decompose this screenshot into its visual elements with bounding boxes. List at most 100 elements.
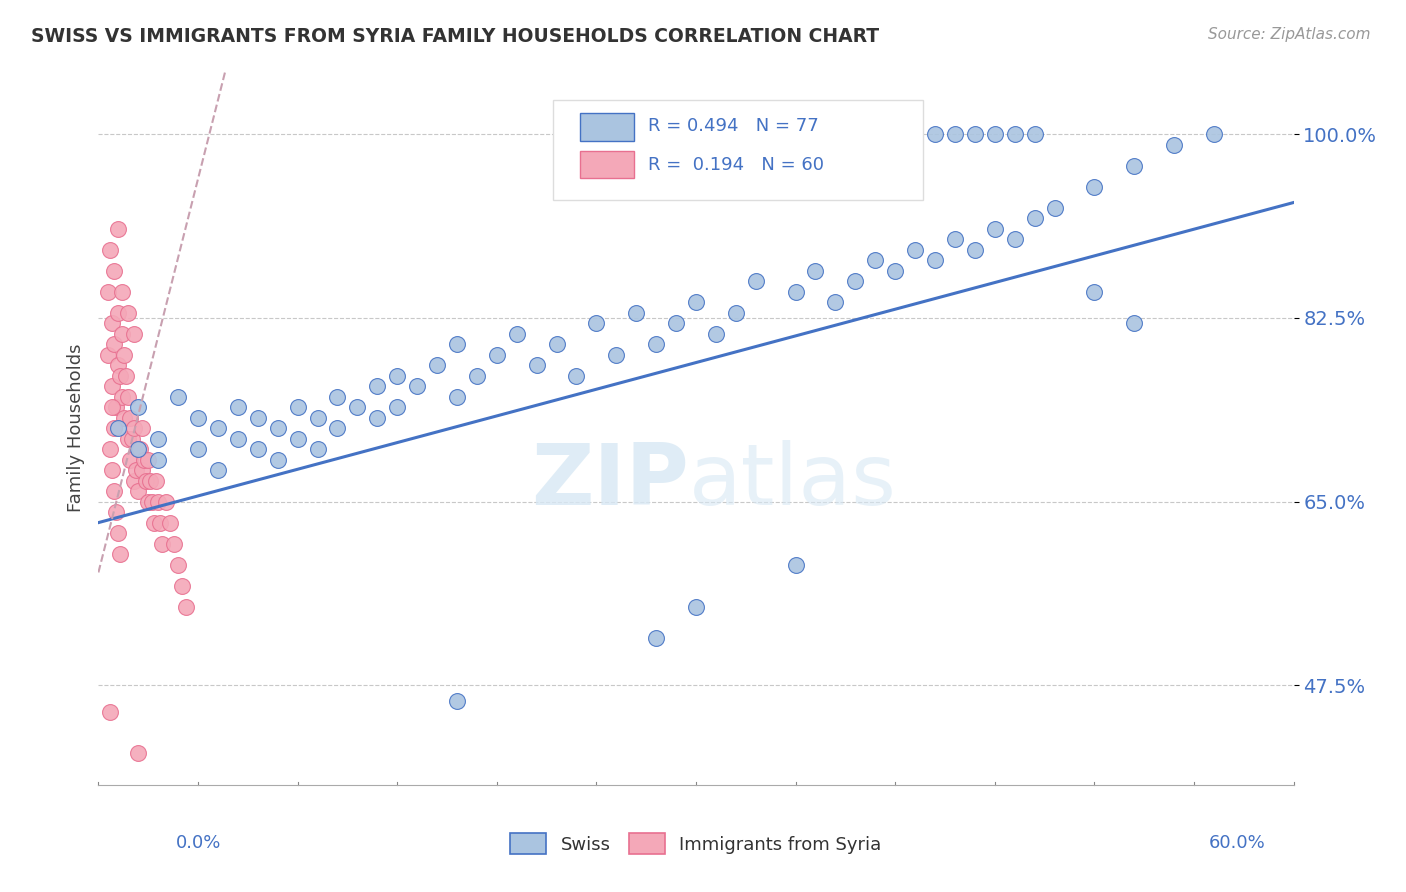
Point xyxy=(101,379,124,393)
Point xyxy=(117,390,139,404)
Point xyxy=(785,558,807,572)
Point xyxy=(131,463,153,477)
Text: SWISS VS IMMIGRANTS FROM SYRIA FAMILY HOUSEHOLDS CORRELATION CHART: SWISS VS IMMIGRANTS FROM SYRIA FAMILY HO… xyxy=(31,27,879,45)
Point xyxy=(103,484,125,499)
Point xyxy=(112,348,135,362)
Point xyxy=(884,128,907,142)
Point xyxy=(226,400,249,414)
Point xyxy=(110,547,132,561)
Point xyxy=(172,578,194,592)
Point xyxy=(446,694,468,708)
Point xyxy=(366,379,388,393)
Point xyxy=(685,599,707,614)
Point xyxy=(1004,232,1026,246)
Point xyxy=(101,316,124,330)
Point xyxy=(267,452,290,467)
Point xyxy=(101,463,124,477)
Point xyxy=(984,221,1007,235)
Point xyxy=(506,326,529,341)
Point xyxy=(115,368,138,383)
Point xyxy=(1024,128,1046,142)
Point xyxy=(485,348,508,362)
Point xyxy=(167,558,190,572)
Point xyxy=(124,474,146,488)
Point xyxy=(120,410,142,425)
Point xyxy=(426,358,449,372)
Point xyxy=(307,442,329,457)
Point xyxy=(111,326,134,341)
Point xyxy=(287,400,309,414)
Point xyxy=(724,306,747,320)
Point xyxy=(107,221,129,235)
Point xyxy=(163,536,186,550)
Point xyxy=(167,390,190,404)
Point xyxy=(136,494,159,508)
Point xyxy=(704,326,727,341)
Bar xyxy=(581,152,634,178)
Point xyxy=(1043,201,1066,215)
Point xyxy=(984,128,1007,142)
Point xyxy=(246,442,269,457)
Point xyxy=(148,494,170,508)
Point xyxy=(1123,159,1146,173)
Point xyxy=(107,358,129,372)
Point xyxy=(665,316,688,330)
Point xyxy=(117,306,139,320)
Point xyxy=(98,705,122,719)
Point xyxy=(124,421,146,435)
Point xyxy=(226,432,249,446)
Point xyxy=(685,295,707,310)
Text: ZIP: ZIP xyxy=(531,440,689,524)
Point xyxy=(924,128,946,142)
Point xyxy=(385,400,409,414)
Point xyxy=(1202,128,1225,142)
Point xyxy=(645,631,668,645)
Point xyxy=(585,316,607,330)
Bar xyxy=(581,113,634,141)
Point xyxy=(963,128,986,142)
Point xyxy=(804,264,827,278)
Point xyxy=(105,400,128,414)
Point xyxy=(136,452,159,467)
Point xyxy=(127,442,149,457)
Point xyxy=(1083,179,1105,194)
Point xyxy=(366,410,388,425)
Point xyxy=(121,432,143,446)
Point xyxy=(103,421,125,435)
Point xyxy=(187,410,209,425)
Point xyxy=(111,285,134,299)
Point xyxy=(124,326,146,341)
Point xyxy=(143,516,166,530)
Point xyxy=(141,494,163,508)
Point xyxy=(127,400,149,414)
Point xyxy=(111,390,134,404)
Point xyxy=(626,306,648,320)
Point xyxy=(904,243,927,257)
Point xyxy=(131,421,153,435)
Point xyxy=(565,368,588,383)
Point xyxy=(963,243,986,257)
Point xyxy=(865,253,887,268)
Point xyxy=(1024,211,1046,226)
Point xyxy=(446,337,468,351)
Point xyxy=(148,432,170,446)
Point xyxy=(107,306,129,320)
Point xyxy=(110,368,132,383)
Point xyxy=(605,348,627,362)
Point xyxy=(174,599,197,614)
Point xyxy=(326,390,349,404)
Point xyxy=(406,379,429,393)
Text: Source: ZipAtlas.com: Source: ZipAtlas.com xyxy=(1208,27,1371,42)
Point xyxy=(159,516,181,530)
Point xyxy=(346,400,368,414)
Point xyxy=(129,442,152,457)
Point xyxy=(1083,285,1105,299)
Legend: Swiss, Immigrants from Syria: Swiss, Immigrants from Syria xyxy=(503,826,889,862)
Point xyxy=(207,463,229,477)
Point xyxy=(645,337,668,351)
Point xyxy=(465,368,488,383)
Text: 0.0%: 0.0% xyxy=(176,834,221,852)
Point xyxy=(446,390,468,404)
Point xyxy=(526,358,548,372)
Point xyxy=(207,421,229,435)
